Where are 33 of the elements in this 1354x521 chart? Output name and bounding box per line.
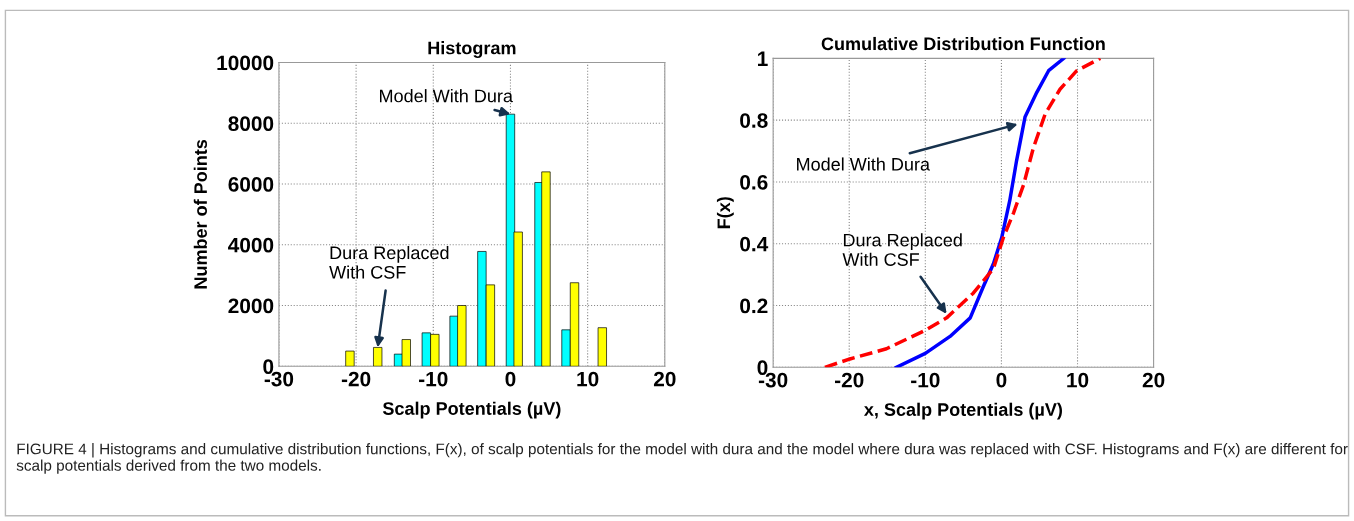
annotation: Dura Replaced With CSF bbox=[329, 245, 449, 279]
x-tick-label: 0 bbox=[505, 371, 516, 387]
y-tick-label: 8000 bbox=[228, 116, 274, 132]
y-tick-label: 0.6 bbox=[740, 174, 768, 190]
y-tick-label: 2000 bbox=[228, 298, 274, 314]
y-axis-title: F(x) bbox=[716, 197, 734, 229]
annotation: Dura Replaced With CSF bbox=[842, 233, 962, 266]
y-tick-label: 1 bbox=[758, 51, 768, 66]
x-tick-label: -20 bbox=[341, 371, 371, 387]
caption: FIGURE 4 | Histograms and cumulative distribution functions, F(x), of scalp potentials for the model with dura and the model where dura was replaced with CSF. Histograms and F(x) are different for scalp potentials derived from the two models. bbox=[16, 443, 1348, 474]
bar bbox=[597, 327, 607, 367]
y-tick-label: 10000 bbox=[217, 55, 274, 71]
annotation: Model With Dura bbox=[379, 89, 513, 103]
x-tick-label: 10 bbox=[1067, 372, 1089, 388]
bar bbox=[345, 350, 355, 367]
chart-title: Cumulative Distribution Function bbox=[821, 36, 1105, 51]
y-axis-title: Number of Points bbox=[193, 139, 208, 289]
y-tick-label: 0.4 bbox=[740, 236, 769, 252]
x-axis-title: x, Scalp Potentials (µV) bbox=[863, 402, 1062, 420]
x-axis-title: Scalp Potentials (µV) bbox=[382, 401, 561, 419]
x-tick-label: 0 bbox=[996, 372, 1007, 388]
x-tick-label: 20 bbox=[1142, 372, 1165, 388]
y-tick-label: 4000 bbox=[228, 237, 274, 253]
y-tick-label: 0.2 bbox=[740, 298, 768, 314]
annotation: Model With Dura bbox=[797, 157, 931, 171]
x-tick-label: 20 bbox=[653, 371, 676, 387]
x-tick-label: -10 bbox=[911, 372, 940, 388]
y-tick-label: 0.8 bbox=[740, 113, 768, 128]
x-tick-label: 10 bbox=[577, 371, 599, 387]
x-tick-label: -20 bbox=[834, 372, 864, 388]
chart-title: Histogram bbox=[428, 41, 516, 59]
y-tick-label: 6000 bbox=[228, 177, 274, 192]
x-tick-label: -10 bbox=[419, 371, 448, 387]
